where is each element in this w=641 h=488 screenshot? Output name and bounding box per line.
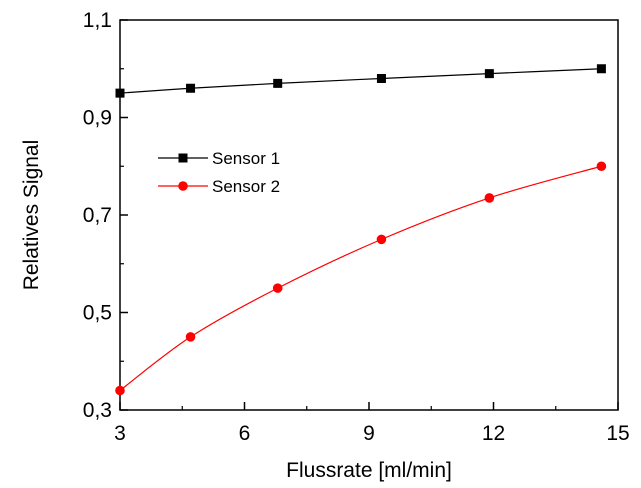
data-point xyxy=(115,88,125,98)
series-line xyxy=(119,165,602,391)
data-point xyxy=(596,161,607,172)
legend-marker xyxy=(178,153,188,163)
axes: 3 6 9 12 15 0,3 0,5 0,7 0,9 1,1 xyxy=(83,9,630,445)
y-tick-label: 0,5 xyxy=(83,302,112,325)
y-tick-label: 0,3 xyxy=(83,399,112,422)
data-point xyxy=(272,283,283,293)
data-point xyxy=(186,83,196,93)
series-2 xyxy=(115,161,607,396)
x-axis-title: Flussrate [ml/min] xyxy=(286,459,452,482)
series-layer xyxy=(115,64,607,396)
data-point xyxy=(484,193,495,203)
data-point xyxy=(484,69,494,79)
data-point xyxy=(115,385,125,396)
data-point xyxy=(376,234,387,245)
y-tick-label: 0,9 xyxy=(83,107,112,130)
legend-label: Sensor 2 xyxy=(212,177,280,196)
legend: Sensor 1 Sensor 2 xyxy=(158,149,280,196)
y-tick-label: 1,1 xyxy=(83,9,112,32)
x-tick-label: 6 xyxy=(239,422,251,445)
data-point xyxy=(376,74,386,83)
data-point xyxy=(185,332,196,342)
x-tick-label: 9 xyxy=(363,422,375,445)
legend-item: Sensor 2 xyxy=(158,177,280,196)
data-point xyxy=(596,64,606,74)
legend-label: Sensor 1 xyxy=(212,149,280,168)
data-point xyxy=(273,78,283,88)
x-tick-label: 3 xyxy=(114,422,126,445)
legend-marker xyxy=(178,181,188,191)
x-tick-label: 15 xyxy=(606,422,629,445)
y-axis-title: Relatives Signal xyxy=(20,140,43,291)
y-tick-label: 0,7 xyxy=(83,204,112,227)
series-1 xyxy=(115,64,606,98)
legend-item: Sensor 1 xyxy=(158,149,280,168)
x-tick-label: 12 xyxy=(482,422,505,445)
